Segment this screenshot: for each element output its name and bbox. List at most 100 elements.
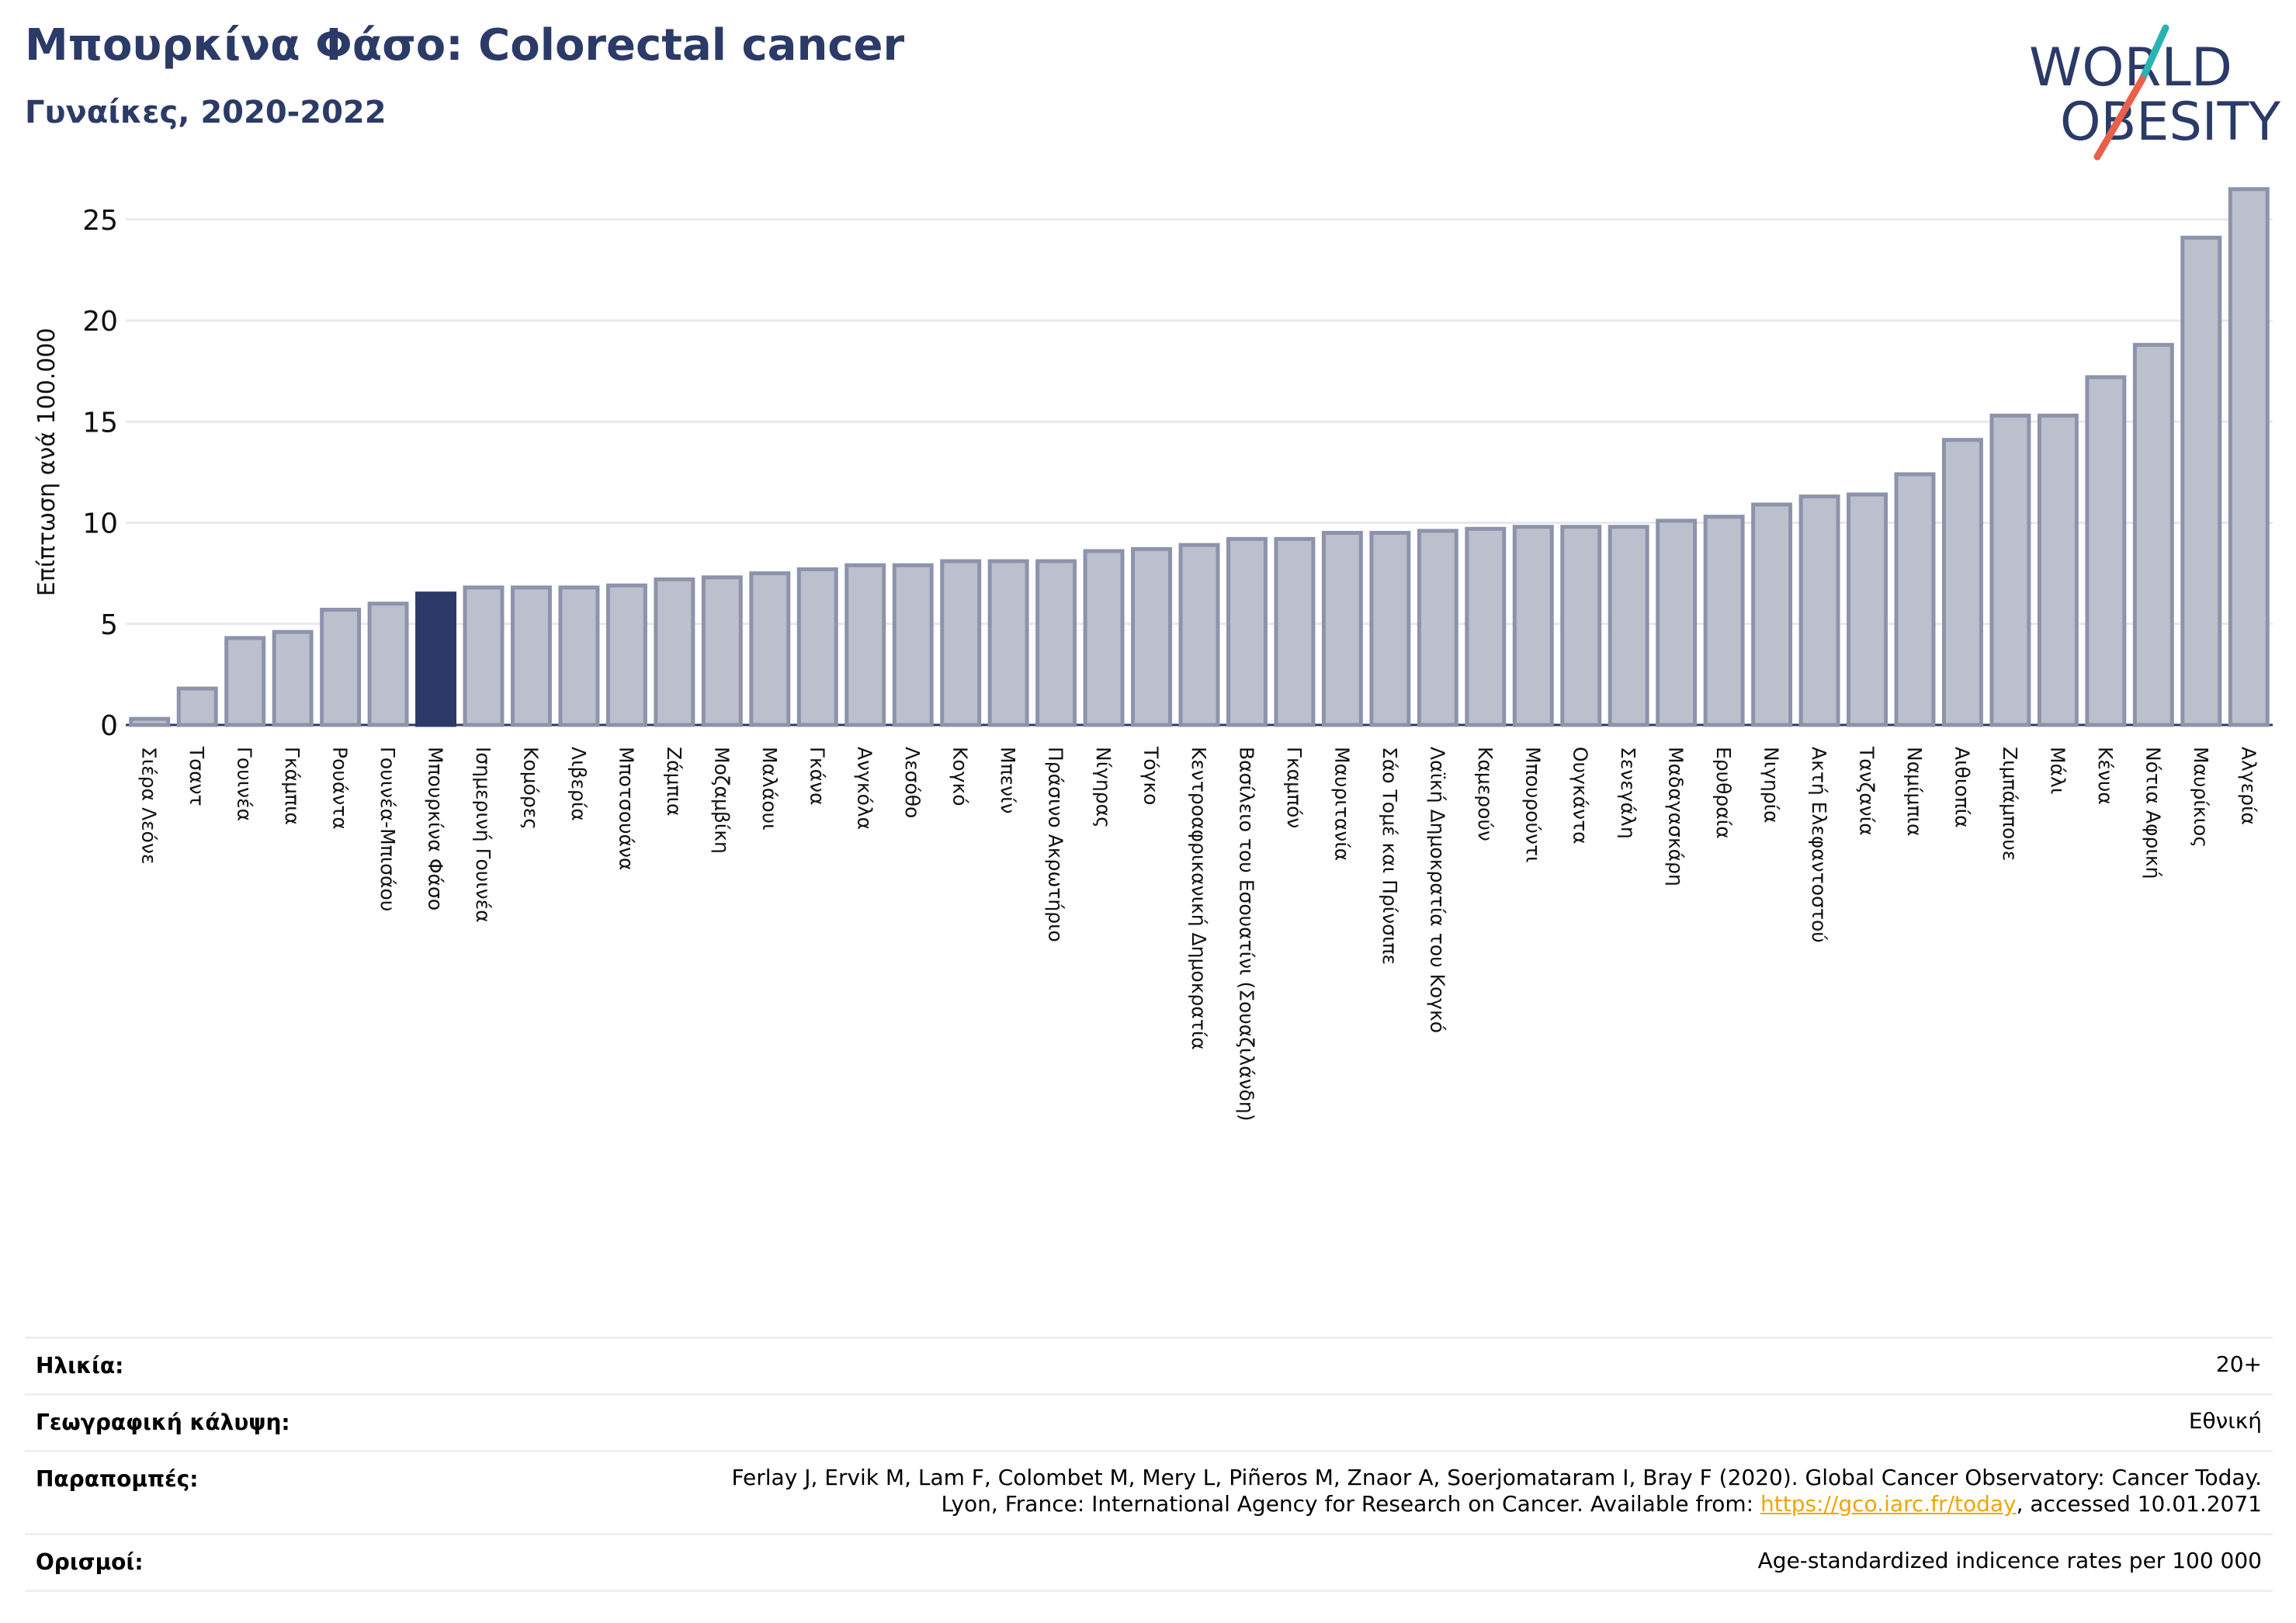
references-value: Ferlay J, Ervik M, Lam F, Colombet M, Me… — [731, 1465, 2262, 1517]
bar — [654, 577, 695, 727]
y-tick-label: 20 — [82, 306, 118, 338]
bar — [558, 585, 600, 727]
x-tick-label: Λεσόθο — [901, 747, 924, 818]
x-tick-label: Ουγκάντα — [1569, 747, 1592, 844]
x-tick-label: Γκάμπια — [281, 747, 303, 825]
x-tick-label: Βασίλειο του Εσουατίνι (Σουαζιλάνδη) — [1235, 747, 1257, 1121]
bar — [176, 686, 218, 727]
references-label: Παραπομπές: — [36, 1466, 199, 1492]
x-tick-label: Γκαμπόν — [1283, 747, 1306, 828]
page-title: Μπουρκίνα Φάσο: Colorectal cancer — [25, 20, 905, 71]
x-tick-label: Ναμίμπια — [1903, 747, 1926, 836]
y-tick-labels: 0 5 10 15 20 25 — [82, 205, 118, 742]
bar-chart: 0 5 10 15 20 25 Σιέρα Λεόνε Τσαντ Γουινέα Γκάμπι… — [33, 187, 2273, 1121]
bar — [1465, 526, 1507, 727]
logo-text-obesity: OBESITY — [2060, 92, 2280, 153]
bar — [129, 716, 171, 727]
bar — [1989, 413, 2031, 727]
x-tick-label: Αλγερία — [2237, 747, 2260, 825]
bar — [1560, 525, 1602, 727]
x-tick-label: Ανγκόλα — [854, 747, 876, 830]
bar — [367, 602, 409, 727]
y-tick-label: 0 — [100, 710, 118, 742]
x-tick-label: Μαλάουι — [758, 747, 781, 831]
bar — [2132, 342, 2174, 727]
x-tick-label: Ερυθραία — [1712, 747, 1735, 839]
bar — [1751, 502, 1793, 727]
bar — [1847, 492, 1888, 727]
bar — [796, 567, 838, 727]
bar — [1703, 515, 1745, 727]
info-table: Ηλικία: 20+ Γεωγραφική κάλυψη: Εθνική Πα… — [25, 1337, 2273, 1592]
bar — [1894, 472, 1936, 727]
bar — [2228, 187, 2270, 727]
bar — [510, 585, 552, 727]
x-tick-label: Λιβερία — [567, 747, 590, 821]
x-tick-label: Μαδαγασκάρη — [1665, 747, 1687, 886]
x-tick-label: Μάλι — [2046, 747, 2069, 794]
references-line-2-suffix: , accessed 10.01.2071 — [2016, 1491, 2262, 1517]
x-tick-label: Αιθιοπία — [1951, 747, 1973, 828]
definitions-label: Ορισμοί: — [36, 1549, 144, 1575]
definitions-value: Age-standardized indicence rates per 100… — [1757, 1548, 2262, 1573]
age-value: 20+ — [2215, 1351, 2262, 1377]
x-tick-label: Καμερούν — [1474, 747, 1497, 841]
x-tick-label: Τόγκο — [1140, 746, 1163, 805]
x-tick-label: Μαυριτανία — [1330, 747, 1353, 861]
page-subtitle: Γυναίκες, 2020-2022 — [25, 95, 387, 130]
x-tick-label: Μπενίν — [997, 747, 1019, 814]
x-tick-label: Κένυα — [2094, 747, 2117, 805]
bar — [415, 591, 457, 727]
x-tick-label: Σάο Τομέ και Πρίνσιπε — [1379, 747, 1401, 965]
bar — [1083, 549, 1125, 727]
bar — [1656, 518, 1698, 727]
x-tick-label: Κεντροαφρικανική Δημοκρατία — [1188, 747, 1210, 1050]
x-tick-label: Γουινέα — [234, 747, 256, 821]
info-row-coverage: Γεωγραφική κάλυψη: Εθνική — [25, 1393, 2273, 1450]
x-tick-label: Λαϊκή Δημοκρατία του Κογκό — [1426, 747, 1448, 1033]
logo-slash-red — [2093, 75, 2146, 161]
x-tick-label: Νιγηρία — [1760, 747, 1783, 824]
x-tick-label: Ζάμπια — [663, 747, 685, 817]
x-tick-label: Μαυρίκιος — [2190, 747, 2212, 848]
x-tick-label: Τσαντ — [186, 746, 208, 806]
bar — [1131, 546, 1173, 727]
x-tick-label: Νίγηρας — [1092, 747, 1115, 828]
bar — [940, 559, 982, 727]
x-tick-label: Ακτή Ελεφαντοστού — [1808, 747, 1830, 943]
bar — [1035, 559, 1077, 727]
bar — [1178, 543, 1220, 727]
info-row-references: Παραπομπές: Ferlay J, Ervik M, Lam F, Co… — [25, 1450, 2273, 1533]
age-label: Ηλικία: — [36, 1353, 124, 1379]
bar — [1226, 536, 1268, 727]
y-tick-label: 15 — [82, 407, 118, 439]
world-obesity-logo: WORLD OBESITY — [2029, 24, 2280, 161]
bar — [892, 563, 934, 727]
bar — [605, 583, 647, 727]
info-row-age: Ηλικία: 20+ — [25, 1337, 2273, 1393]
references-line-2-prefix: Lyon, France: International Agency for R… — [941, 1491, 1760, 1517]
info-row-definitions: Ορισμοί: Age-standardized indicence rate… — [25, 1533, 2273, 1592]
coverage-value: Εθνική — [2188, 1408, 2262, 1434]
bar — [701, 575, 743, 727]
x-tick-label: Κομόρες — [519, 747, 542, 830]
x-tick-label: Κογκό — [949, 747, 972, 806]
x-tick-label: Γουινέα-Μπισάου — [376, 747, 399, 911]
bar — [320, 608, 362, 727]
x-tick-label: Μπουρκίνα Φάσο — [425, 747, 447, 910]
references-line-1: Ferlay J, Ervik M, Lam F, Colombet M, Me… — [731, 1465, 2262, 1490]
bar — [224, 636, 266, 727]
x-tick-label: Ζιμπάμπουε — [1999, 747, 2021, 861]
x-tick-label: Μπουρούντι — [1521, 747, 1544, 863]
bar — [1608, 525, 1649, 727]
x-tick-label: Πράσινο Ακρωτήριο — [1045, 747, 1067, 942]
bars — [129, 187, 2270, 727]
references-link[interactable]: https://gco.iarc.fr/today — [1760, 1491, 2017, 1517]
x-tick-label: Σενεγάλη — [1617, 747, 1639, 839]
x-tick-label: Γκάνα — [806, 747, 828, 806]
bar — [749, 571, 791, 727]
bar — [1417, 529, 1458, 727]
bar — [1274, 536, 1316, 727]
bar — [2085, 375, 2127, 727]
x-tick-label: Τανζανία — [1856, 746, 1878, 836]
